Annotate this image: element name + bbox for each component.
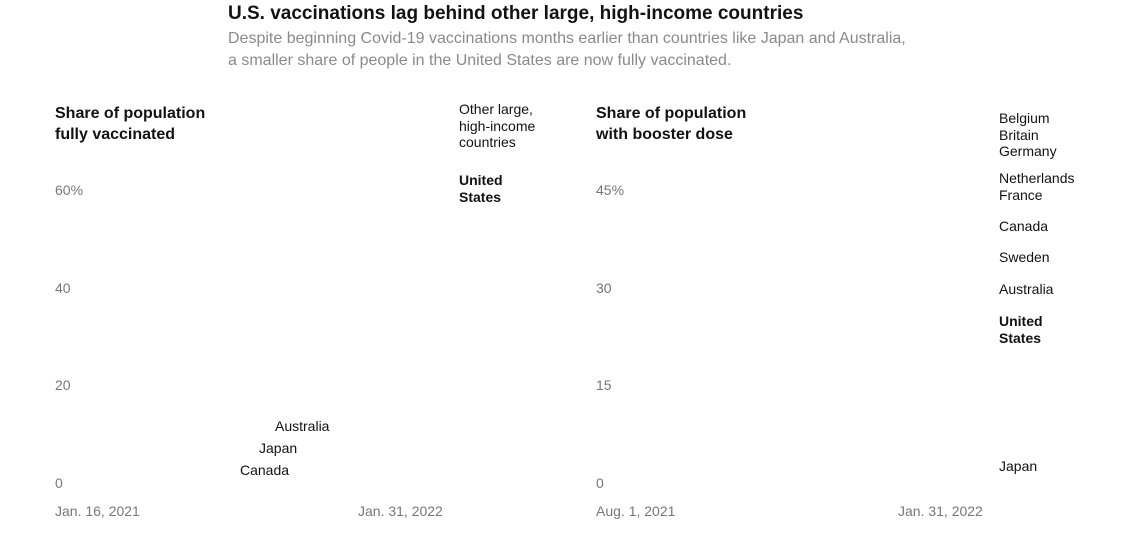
x-tick-label: Aug. 1, 2021 (596, 503, 676, 519)
series-label-australia: Australia (275, 418, 330, 434)
x-tick-label: Jan. 31, 2022 (898, 503, 983, 519)
y-axis-title-right: Share of population with booster dose (596, 105, 747, 143)
chart-subtitle: Despite beginning Covid-19 vaccinations … (228, 30, 906, 69)
y-tick-label: 40 (55, 280, 71, 296)
series-label-sweden: Sweden (999, 249, 1050, 265)
series-label-australia: Australia (999, 281, 1054, 297)
y-tick-label: 30 (596, 280, 612, 296)
series-label-united-states: United States (999, 313, 1043, 346)
y-tick-label: 60% (55, 182, 84, 198)
chart-title: U.S. vaccinations lag behind other large… (228, 3, 804, 24)
series-label-united-states: United States (459, 172, 503, 205)
series-label-other-countries: Other large, high-income countries (459, 101, 536, 150)
x-tick-label: Jan. 31, 2022 (358, 503, 443, 519)
y-tick-label: 0 (55, 475, 63, 491)
series-label-canada: Canada (240, 462, 290, 478)
series-label-belgium-britain-germany: Belgium Britain Germany (999, 110, 1057, 159)
series-label-japan: Japan (259, 440, 298, 456)
series-label-netherlands-france: Netherlands France (999, 170, 1075, 203)
y-tick-label: 20 (55, 377, 71, 393)
y-tick-label: 45% (596, 182, 625, 198)
y-tick-label: 15 (596, 377, 612, 393)
y-tick-label: 0 (596, 475, 604, 491)
y-axis-title-left: Share of population fully vaccinated (55, 105, 206, 143)
x-tick-label: Jan. 16, 2021 (55, 503, 140, 519)
series-label-japan: Japan (999, 458, 1038, 474)
series-label-canada: Canada (999, 218, 1049, 234)
